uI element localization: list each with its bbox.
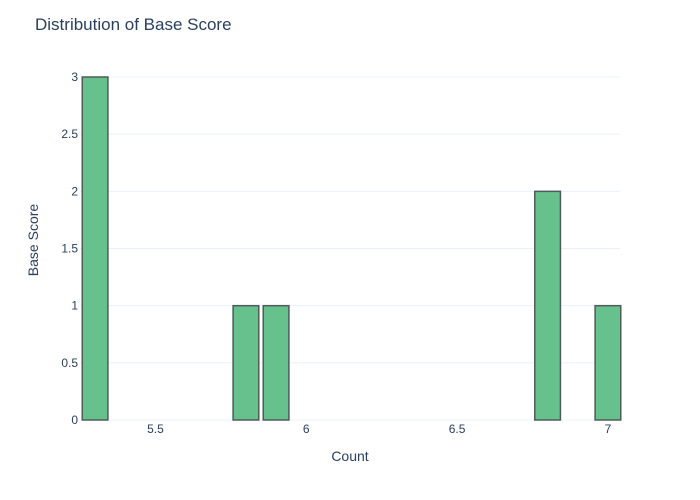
y-axis-title: Base Score xyxy=(25,204,41,277)
x-axis-ticks: 5.5 6 6.5 7 xyxy=(147,422,612,436)
histogram-bar xyxy=(81,76,109,421)
x-tick-label: 5.5 xyxy=(147,422,164,436)
gridlines xyxy=(80,76,620,421)
histogram-bar xyxy=(232,304,260,421)
y-tick-label: 2.5 xyxy=(61,127,78,141)
y-tick-label: 0 xyxy=(71,413,78,427)
x-tick-label: 6.5 xyxy=(449,422,466,436)
y-tick-label: 1 xyxy=(71,299,78,313)
histogram-bar xyxy=(262,304,290,421)
x-axis-title: Count xyxy=(331,448,368,464)
x-tick-label: 7 xyxy=(605,422,612,436)
y-tick-label: 1.5 xyxy=(61,242,78,256)
y-axis-ticks: 0 0.5 1 1.5 2 2.5 3 xyxy=(61,70,78,427)
y-tick-label: 3 xyxy=(71,70,78,84)
bars xyxy=(81,76,622,421)
histogram-bar xyxy=(534,190,562,421)
histogram-bar xyxy=(594,304,622,421)
chart-title: Distribution of Base Score xyxy=(35,15,232,34)
y-tick-label: 2 xyxy=(71,184,78,198)
y-tick-label: 0.5 xyxy=(61,356,78,370)
x-tick-label: 6 xyxy=(303,422,310,436)
